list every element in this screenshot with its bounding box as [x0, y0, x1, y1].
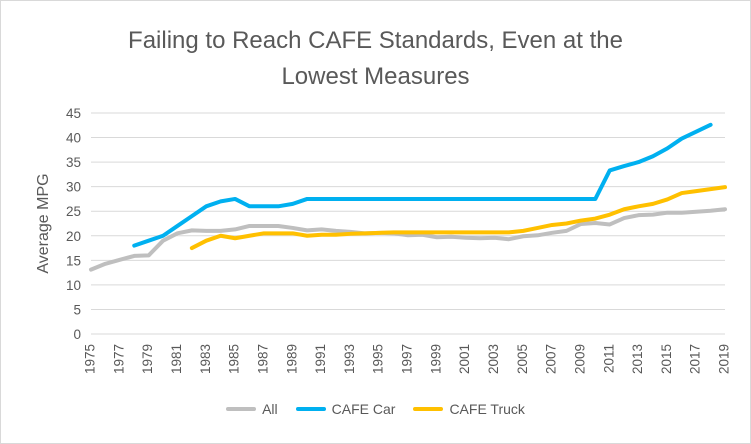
- legend-swatch: [413, 407, 444, 411]
- y-tick-label: 0: [73, 327, 81, 342]
- x-tick-label: 1993: [342, 344, 357, 374]
- x-tick-label: 1999: [428, 344, 443, 374]
- legend-label: CAFE Truck: [449, 401, 525, 417]
- legend-swatch: [295, 407, 326, 411]
- x-tick-label: 1983: [198, 344, 213, 374]
- y-tick-label: 25: [66, 204, 81, 219]
- legend-item-all: All: [226, 401, 278, 417]
- x-tick-label: 2001: [457, 344, 472, 374]
- x-tick-label: 2009: [572, 344, 587, 374]
- x-tick-label: 2005: [515, 344, 530, 374]
- legend-item-cafe-truck: CAFE Truck: [413, 401, 525, 417]
- y-tick-label: 40: [66, 131, 81, 146]
- x-tick-label: 2013: [630, 344, 645, 374]
- y-axis-title: Average MPG: [35, 173, 52, 273]
- x-axis-ticks: 1975 1977 1979 1981 1983 1985 1987 1989 1991 1993…: [83, 344, 732, 374]
- chart-title: Failing to Reach CAFE Standards, Even at…: [128, 27, 623, 90]
- x-tick-label: 1981: [169, 344, 184, 374]
- x-tick-label: 2015: [659, 344, 674, 374]
- x-tick-label: 2011: [601, 344, 616, 373]
- y-tick-label: 30: [66, 180, 81, 195]
- series-line-cafe-truck: [189, 185, 727, 251]
- legend-item-cafe-car: CAFE Car: [295, 401, 396, 417]
- legend: All CAFE Car CAFE Truck: [1, 401, 750, 417]
- x-tick-label: 2003: [486, 344, 501, 374]
- x-tick-label: 2007: [544, 344, 559, 374]
- x-tick-label: 1989: [284, 344, 299, 374]
- x-tick-label: 2017: [688, 344, 703, 374]
- x-tick-label: 1991: [313, 344, 328, 374]
- y-tick-label: 35: [66, 155, 81, 170]
- series-lines: [89, 122, 727, 272]
- x-tick-label: 1997: [400, 344, 415, 374]
- y-tick-label: 10: [66, 278, 81, 293]
- x-tick-label: 1977: [111, 344, 126, 374]
- x-tick-label: 1987: [255, 344, 270, 374]
- legend-label: All: [262, 401, 278, 417]
- x-tick-label: 2019: [717, 344, 732, 374]
- gridlines: [91, 112, 725, 335]
- x-tick-label: 1985: [227, 344, 242, 374]
- legend-label: CAFE Car: [331, 401, 396, 417]
- x-tick-label: 1979: [140, 344, 155, 374]
- y-tick-label: 15: [66, 253, 81, 268]
- x-tick-label: 1975: [83, 344, 98, 374]
- y-tick-label: 5: [73, 302, 81, 317]
- series-line-cafe-car: [132, 122, 713, 248]
- y-tick-label: 20: [66, 229, 81, 244]
- x-tick-label: 1995: [371, 344, 386, 374]
- y-tick-label: 45: [66, 106, 81, 121]
- series-line-all: [89, 207, 727, 272]
- legend-swatch: [226, 407, 257, 411]
- y-axis-ticks: 0 5 10 15 20 25 30 35 40 45: [66, 106, 81, 342]
